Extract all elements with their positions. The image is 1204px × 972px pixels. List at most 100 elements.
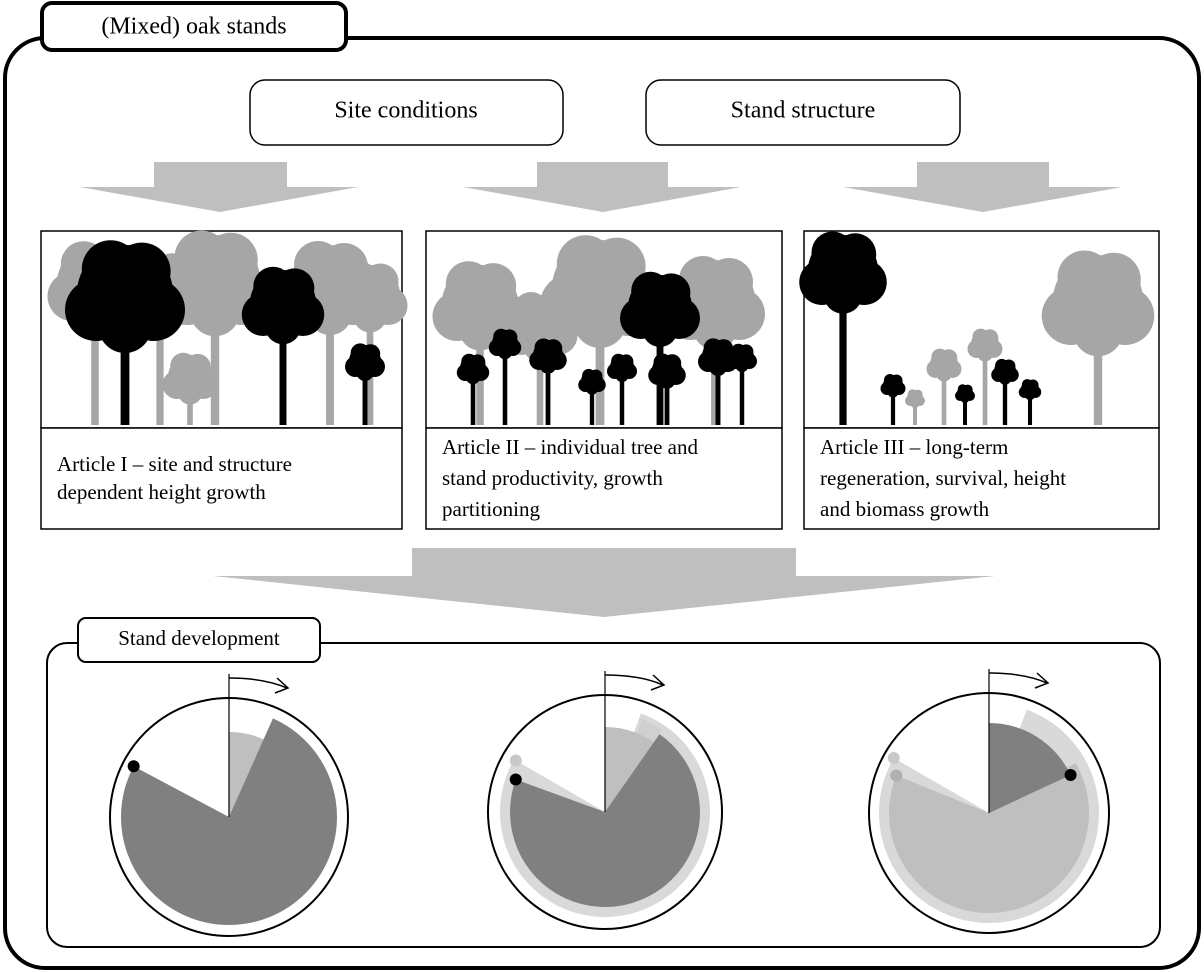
arrow bbox=[463, 162, 741, 212]
caption-line: Article I – site and structure bbox=[57, 452, 292, 476]
tree-crown bbox=[913, 389, 923, 400]
tree-crown bbox=[362, 263, 399, 300]
tree-crown bbox=[465, 369, 481, 385]
tree-crown bbox=[714, 339, 734, 359]
tree-crown bbox=[890, 374, 903, 387]
tree-crown bbox=[981, 329, 999, 347]
tree-crown bbox=[652, 273, 691, 312]
tree-trunk bbox=[913, 398, 917, 425]
dot bbox=[887, 752, 900, 764]
caption-box bbox=[425, 427, 783, 530]
tree-trunk bbox=[982, 344, 988, 425]
caption-line: regeneration, survival, height bbox=[820, 466, 1066, 490]
tree-trunk bbox=[619, 367, 625, 425]
tree-trunk bbox=[1027, 389, 1033, 425]
sector bbox=[989, 723, 1071, 813]
tree-crown bbox=[469, 354, 486, 370]
tree-crown bbox=[693, 306, 737, 350]
tree-crown bbox=[353, 299, 387, 333]
tree-trunk bbox=[715, 356, 721, 425]
tree-crown bbox=[361, 344, 381, 364]
tree-crown bbox=[588, 237, 646, 296]
clock-arrowhead bbox=[650, 674, 666, 691]
tree-trunk bbox=[1002, 371, 1008, 425]
article-panel: Article I – site and structure dependent … bbox=[40, 230, 408, 530]
clock-arrow bbox=[228, 677, 288, 689]
tree-crown bbox=[356, 363, 374, 382]
tree-crown bbox=[177, 380, 203, 405]
tree-crown bbox=[663, 354, 682, 373]
tree-crown bbox=[501, 329, 518, 345]
input-label: Stand structure bbox=[731, 98, 876, 124]
caption-box bbox=[40, 427, 403, 530]
tree-trunk bbox=[91, 283, 99, 425]
caption-line: dependent height growth bbox=[57, 480, 266, 504]
tree-crown bbox=[823, 275, 863, 314]
title-tab bbox=[40, 1, 348, 52]
clock bbox=[487, 671, 723, 930]
input-label: Site conditions bbox=[334, 98, 477, 124]
tree-crown bbox=[585, 382, 599, 395]
tree-crown bbox=[1027, 379, 1039, 391]
dot bbox=[509, 773, 522, 786]
tree-trunk bbox=[536, 325, 544, 425]
sector bbox=[605, 727, 654, 812]
tree-trunk bbox=[595, 288, 605, 425]
tree-crown bbox=[1025, 390, 1035, 401]
caption-line: Article II – individual tree and bbox=[442, 435, 698, 459]
tree-crown bbox=[98, 300, 152, 353]
tree-crown bbox=[1086, 252, 1141, 307]
clocks bbox=[109, 669, 1110, 937]
tree-crown bbox=[589, 369, 603, 383]
tree-crown bbox=[615, 368, 629, 382]
tree-crown bbox=[539, 357, 557, 374]
tree-crown bbox=[658, 372, 676, 389]
arrow bbox=[843, 162, 1122, 212]
dot bbox=[1064, 768, 1077, 781]
tree-crown bbox=[1073, 306, 1123, 357]
tree-crown bbox=[184, 353, 211, 381]
tree-crown bbox=[910, 399, 920, 408]
dot bbox=[890, 769, 903, 782]
development-title: Stand development bbox=[118, 626, 280, 650]
dot bbox=[509, 754, 522, 767]
article-panel: Article II – individual tree and stand pr… bbox=[425, 230, 783, 530]
clock bbox=[868, 669, 1110, 934]
tree-trunk bbox=[664, 370, 670, 425]
sector bbox=[229, 732, 267, 817]
caption-line: partitioning bbox=[442, 497, 540, 521]
tree-trunk bbox=[362, 361, 368, 425]
tree-trunk bbox=[326, 285, 334, 425]
panels: Article I – site and structure dependent … bbox=[40, 230, 1160, 530]
tree-crown bbox=[940, 349, 958, 367]
caption-line: Article III – long-term bbox=[820, 435, 1008, 459]
tree-crown bbox=[470, 263, 517, 309]
tree-crown bbox=[203, 232, 258, 287]
tree-crown bbox=[709, 358, 727, 377]
tree-trunk bbox=[739, 357, 745, 425]
clock-arrowhead bbox=[274, 677, 290, 694]
tree-trunk bbox=[470, 368, 476, 425]
tree-trunk bbox=[963, 393, 967, 425]
tree-crown bbox=[642, 311, 678, 347]
tree-crown bbox=[960, 394, 970, 403]
tree-trunk bbox=[589, 381, 595, 425]
tree-crown bbox=[497, 344, 513, 360]
tree-crown bbox=[963, 384, 973, 395]
tree-trunk bbox=[120, 293, 130, 425]
tree-crown bbox=[887, 386, 899, 398]
sector bbox=[889, 763, 1089, 914]
development-tab bbox=[77, 617, 321, 663]
tree-crown bbox=[739, 344, 754, 359]
clock bbox=[109, 674, 349, 937]
input-box bbox=[249, 79, 564, 146]
sector bbox=[509, 734, 700, 908]
input-box bbox=[645, 79, 961, 146]
dot bbox=[127, 760, 140, 773]
caption-line: stand productivity, growth bbox=[442, 466, 663, 490]
tree-crown bbox=[735, 358, 749, 372]
arrow bbox=[80, 162, 358, 212]
tree-crown bbox=[113, 242, 171, 301]
tree-trunk bbox=[210, 280, 220, 425]
clock-arrowhead bbox=[1034, 672, 1050, 689]
